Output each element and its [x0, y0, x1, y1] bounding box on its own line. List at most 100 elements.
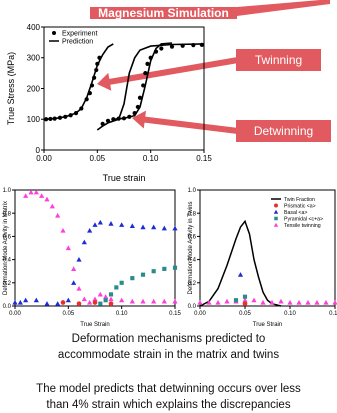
data-point: [49, 203, 55, 209]
data-point: [65, 297, 71, 303]
x-tick-label: 0.00: [9, 311, 21, 317]
data-point: [108, 301, 114, 307]
x-tick-label: 0.15: [196, 154, 212, 163]
data-point: [129, 298, 135, 304]
y-tick-label: 0.2: [3, 281, 12, 287]
data-point: [197, 299, 203, 305]
y-tick-label: 100: [27, 115, 41, 124]
caption-line-2: accommodate strain in the matrix and twi…: [57, 349, 280, 361]
data-point: [87, 299, 93, 305]
data-point: [39, 193, 45, 198]
bottom-text-line-2: than 4% strain which explains the discre…: [46, 399, 291, 411]
data-point: [114, 285, 119, 290]
matrix-activity-chart: 0.00 0.05 0.10 0.15 0.0 0.2 0.4 0.6 0.8 1.0 True S…: [3, 188, 182, 328]
data-point: [17, 299, 23, 305]
legend-marker: [52, 31, 56, 35]
data-point: [55, 212, 61, 218]
data-point: [224, 298, 230, 304]
y-tick-label: 0.6: [3, 235, 12, 241]
y-tick-label: 1.0: [3, 188, 12, 194]
data-point: [23, 193, 29, 198]
y-tick-label: 400: [27, 23, 41, 32]
prediction-line: [113, 42, 173, 121]
x-tick-label: 0.10: [284, 311, 296, 317]
data-point: [12, 299, 18, 305]
data-point: [65, 245, 71, 251]
plot-frame: [14, 189, 176, 307]
banner-title: Magnesium Simulation: [90, 7, 237, 19]
data-point: [162, 266, 167, 271]
prediction-line: [96, 43, 205, 131]
data-point: [274, 203, 278, 208]
data-point: [260, 299, 266, 305]
data-point: [332, 299, 337, 305]
banner-tail: [237, 0, 330, 16]
data-point: [71, 266, 77, 271]
caption: Deformation mechanisms predicted to acco…: [0, 331, 337, 363]
x-axis-label: True Strain: [253, 322, 282, 328]
data-point: [323, 299, 329, 305]
legend-label: Pyramidal <c+a>: [284, 217, 323, 223]
data-point: [242, 294, 248, 299]
data-point: [233, 298, 239, 303]
data-point: [129, 223, 135, 229]
data-point: [23, 297, 29, 303]
data-point: [140, 272, 146, 277]
y-tick-label: 0.6: [188, 235, 197, 241]
data-point: [97, 291, 103, 297]
x-axis-label: True Strain: [80, 322, 109, 328]
data-point: [28, 189, 34, 195]
data-point: [119, 280, 124, 285]
y-tick-label: 0.8: [188, 211, 197, 217]
prediction-line: [43, 43, 114, 121]
data-point: [269, 299, 275, 305]
data-point: [314, 299, 320, 305]
data-point: [172, 225, 178, 231]
experiment-point: [169, 44, 175, 49]
data-point: [172, 298, 178, 304]
data-point: [60, 228, 66, 233]
experiment-point: [159, 46, 164, 51]
x-tick-label: 0.10: [143, 154, 159, 163]
data-point: [92, 296, 98, 302]
bottom-text-line-1: The model predicts that detwinning occur…: [36, 383, 301, 395]
y-tick-label: 300: [27, 54, 41, 63]
x-tick-label: 0.05: [62, 311, 74, 317]
data-point: [103, 294, 109, 299]
data-point: [81, 296, 87, 302]
y-tick-label: 0.8: [3, 211, 12, 217]
data-point: [92, 300, 98, 305]
x-tick-label: 0.15: [329, 311, 337, 317]
data-point: [98, 301, 103, 306]
data-point: [97, 219, 103, 225]
y-tick-label: 0.4: [188, 258, 197, 264]
twin-fraction-line: [199, 219, 282, 307]
data-point: [76, 257, 82, 262]
y-axis-label: Deformation Mode Activity in Twins: [188, 202, 194, 295]
legend-label: Prismatic <a>: [284, 204, 316, 210]
y-tick-label: 0.2: [188, 281, 197, 287]
data-point: [130, 276, 135, 281]
x-tick-label: 0.15: [169, 311, 181, 317]
legend-label: Prediction: [62, 39, 93, 46]
legend-label: Basal <a>: [284, 210, 307, 216]
x-tick-label: 0.05: [90, 154, 106, 163]
data-point: [119, 222, 125, 227]
caption-line-1: Deformation mechanisms predicted to: [71, 333, 266, 345]
y-tick-label: 0.4: [3, 258, 12, 264]
data-point: [60, 300, 66, 305]
stress-strain-chart: 0.00 0.05 0.10 0.15 0 100 200 300 400 True strain…: [6, 23, 212, 183]
data-point: [71, 280, 77, 285]
data-point: [33, 189, 39, 195]
data-point: [151, 224, 157, 230]
callout-arrow: [97, 57, 239, 91]
plot-frame: [199, 189, 336, 307]
data-point: [44, 301, 50, 306]
data-point: [305, 299, 311, 305]
data-point: [151, 269, 156, 274]
y-tick-label: 1.0: [188, 188, 197, 194]
data-point: [161, 225, 167, 231]
